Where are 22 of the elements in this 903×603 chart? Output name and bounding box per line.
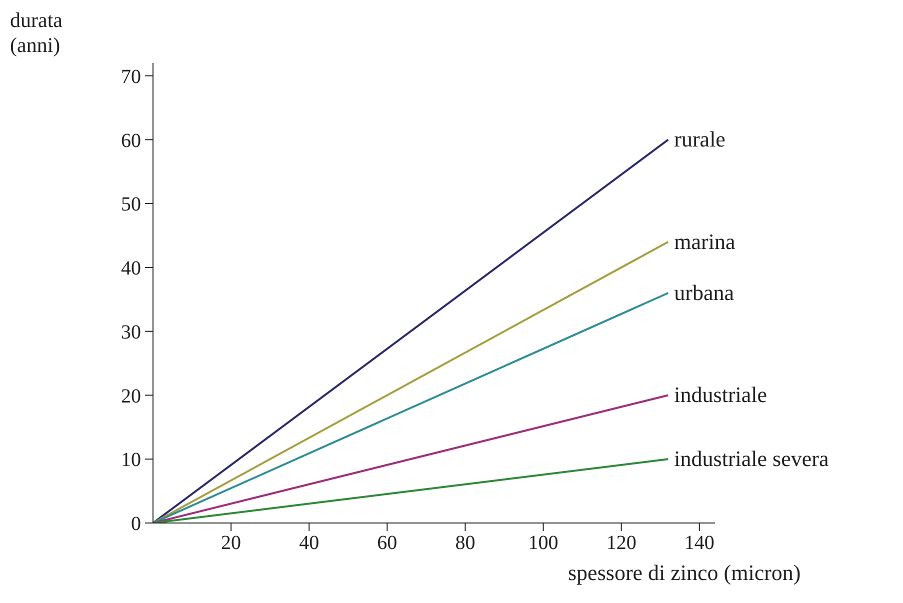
series-label: urbana xyxy=(674,280,734,305)
series-label: industriale severa xyxy=(674,446,829,472)
x-tick-label: 120 xyxy=(606,532,636,554)
y-tick-label: 50 xyxy=(121,194,141,216)
series-label: marina xyxy=(674,228,736,254)
x-tick-label: 100 xyxy=(528,532,558,554)
x-tick-label: 60 xyxy=(377,532,398,554)
y-tick-label: 20 xyxy=(121,385,141,408)
y-tick-label: 60 xyxy=(121,130,141,152)
y-tick-label: 70 xyxy=(121,66,141,88)
x-tick-label: 40 xyxy=(299,532,320,554)
y-tick-label: 30 xyxy=(121,321,141,344)
series-label: industriale xyxy=(674,382,768,408)
y-tick-label: 10 xyxy=(121,449,141,472)
x-axis-title: spessore di zinco (micron) xyxy=(568,560,801,586)
x-tick-label: 20 xyxy=(221,532,242,554)
x-tick-label: 140 xyxy=(684,532,714,554)
y-tick-label: 40 xyxy=(121,258,141,280)
y-axis-title: durata (anni) xyxy=(10,8,64,58)
x-tick-label: 80 xyxy=(455,532,476,554)
y-tick-label: 0 xyxy=(131,513,141,536)
series-label: rurale xyxy=(674,126,726,152)
